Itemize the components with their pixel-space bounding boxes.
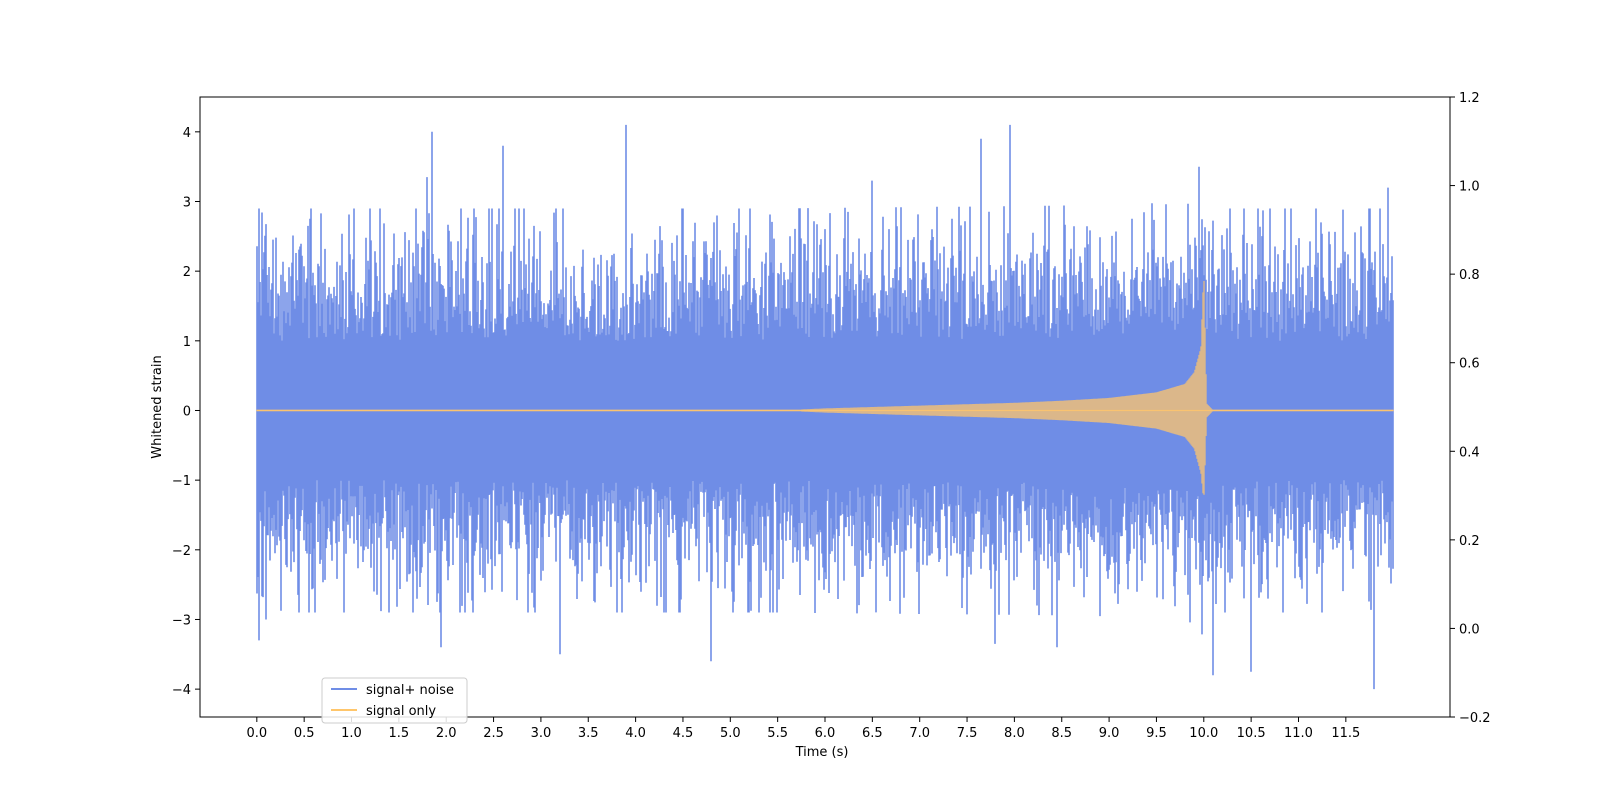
x-tick-label: 5.0 xyxy=(720,726,741,741)
x-tick-label: 2.0 xyxy=(436,726,457,741)
y-tick-label: −4 xyxy=(172,683,191,698)
x-tick-label: 4.5 xyxy=(673,726,694,741)
x-tick-label: 0.0 xyxy=(246,726,267,741)
y-tick-label: −1 xyxy=(172,474,191,489)
x-tick-label: 2.5 xyxy=(483,726,504,741)
x-tick-label: 5.5 xyxy=(767,726,788,741)
x-tick-label: 0.5 xyxy=(294,726,315,741)
y-axis-label: Whitened strain xyxy=(150,355,165,458)
y-tick-label: 1 xyxy=(183,335,191,350)
x-tick-label: 9.5 xyxy=(1146,726,1167,741)
y2-tick-label: 0.6 xyxy=(1459,357,1480,372)
x-tick-label: 4.0 xyxy=(625,726,646,741)
x-tick-label: 3.0 xyxy=(531,726,552,741)
y2-axis: −0.2 0.0 0.2 0.4 0.6 0.8 1.0 1.2 xyxy=(1450,91,1491,726)
y-axis: −4 −3 −2 −1 0 1 2 3 4 xyxy=(172,126,200,698)
y2-tick-label: 1.0 xyxy=(1459,180,1480,195)
y2-tick-label: 0.4 xyxy=(1459,445,1480,460)
series-layer xyxy=(256,124,1394,690)
y-tick-label: −2 xyxy=(172,544,191,559)
x-axis: 0.0 0.5 1.0 1.5 2.0 2.5 3.0 3.5 4.0 4.5 5.0 5.5 6.0 6… xyxy=(246,717,1360,741)
x-tick-label: 10.5 xyxy=(1237,726,1266,741)
y2-tick-label: −0.2 xyxy=(1459,711,1491,726)
x-tick-label: 6.5 xyxy=(862,726,883,741)
x-tick-label: 11.5 xyxy=(1331,726,1360,741)
series-signal-noise xyxy=(256,124,1394,690)
y-tick-label: −3 xyxy=(172,613,191,628)
x-axis-label: Time (s) xyxy=(795,745,849,760)
x-tick-label: 1.5 xyxy=(389,726,410,741)
x-tick-label: 6.0 xyxy=(815,726,836,741)
y-tick-label: 4 xyxy=(183,126,191,141)
x-tick-label: 8.5 xyxy=(1051,726,1072,741)
x-tick-label: 7.5 xyxy=(957,726,978,741)
legend-box xyxy=(321,677,468,724)
x-tick-label: 8.0 xyxy=(1004,726,1025,741)
legend-label-signal-only: signal only xyxy=(366,704,436,719)
y-tick-label: 0 xyxy=(183,404,191,419)
legend-label-signal-noise: signal+ noise xyxy=(366,683,454,698)
legend: signal+ noise signal only xyxy=(321,677,468,724)
x-tick-label: 3.5 xyxy=(578,726,599,741)
x-tick-label: 10.0 xyxy=(1189,726,1218,741)
x-tick-label: 9.0 xyxy=(1099,726,1120,741)
y2-tick-label: 1.2 xyxy=(1459,91,1480,106)
y-tick-label: 2 xyxy=(183,265,191,280)
y2-tick-label: 0.8 xyxy=(1459,268,1480,283)
x-tick-label: 7.0 xyxy=(909,726,930,741)
x-tick-label: 11.0 xyxy=(1284,726,1313,741)
y2-tick-label: 0.0 xyxy=(1459,622,1480,637)
y2-tick-label: 0.2 xyxy=(1459,534,1480,549)
y-tick-label: 3 xyxy=(183,195,191,210)
x-tick-label: 1.0 xyxy=(341,726,362,741)
